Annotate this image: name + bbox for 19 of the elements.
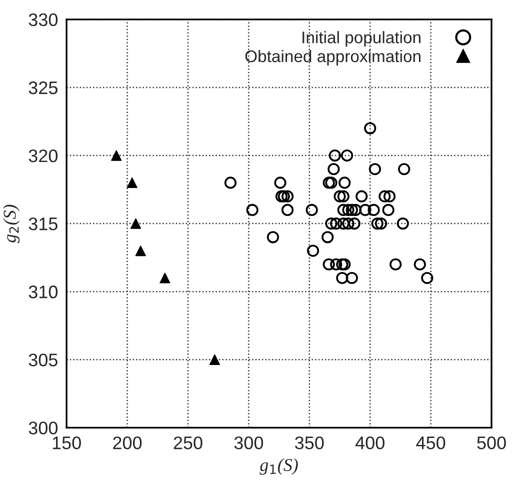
- x-axis-title: g$_{1}$(S): [260, 458, 298, 475]
- y-tick-label: 330: [28, 13, 58, 26]
- x-tick-label: 500: [477, 436, 506, 450]
- x-tick-label: 350: [295, 436, 324, 450]
- y-tick-label: 305: [28, 354, 58, 366]
- y-tick-label: 300: [28, 422, 58, 434]
- legend-label: Initial population: [302, 31, 420, 47]
- y-tick-label: 310: [28, 286, 58, 298]
- x-tick-label: 450: [416, 436, 446, 450]
- x-tick-label: 250: [174, 436, 202, 450]
- x-tick-label: 150: [52, 436, 81, 450]
- y-tick-label: 315: [28, 217, 58, 230]
- x-tick-label: 200: [113, 436, 142, 450]
- x-tick-label: 300: [234, 436, 264, 450]
- x-tick-label: 400: [355, 436, 384, 450]
- y-tick-label: 325: [28, 81, 58, 94]
- legend-label: Obtained approximation: [245, 50, 420, 66]
- y-tick-label: 320: [28, 149, 58, 162]
- y-axis-title: g$_{2}$(S): [3, 204, 20, 243]
